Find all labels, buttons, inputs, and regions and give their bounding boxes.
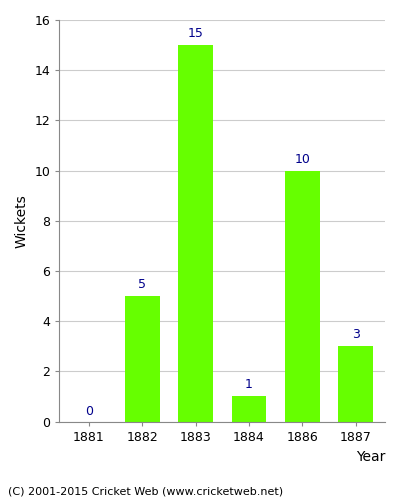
Text: 15: 15: [188, 27, 204, 40]
Text: 10: 10: [294, 152, 310, 166]
Bar: [285, 170, 320, 422]
Text: (C) 2001-2015 Cricket Web (www.cricketweb.net): (C) 2001-2015 Cricket Web (www.cricketwe…: [8, 487, 283, 497]
Text: Year: Year: [356, 450, 385, 464]
Bar: [232, 396, 266, 421]
Text: 5: 5: [138, 278, 146, 291]
Bar: [125, 296, 160, 422]
Text: 0: 0: [85, 405, 93, 418]
Text: 3: 3: [352, 328, 360, 341]
Text: 1: 1: [245, 378, 253, 392]
Y-axis label: Wickets: Wickets: [15, 194, 29, 248]
Bar: [338, 346, 373, 422]
Bar: [178, 45, 213, 422]
